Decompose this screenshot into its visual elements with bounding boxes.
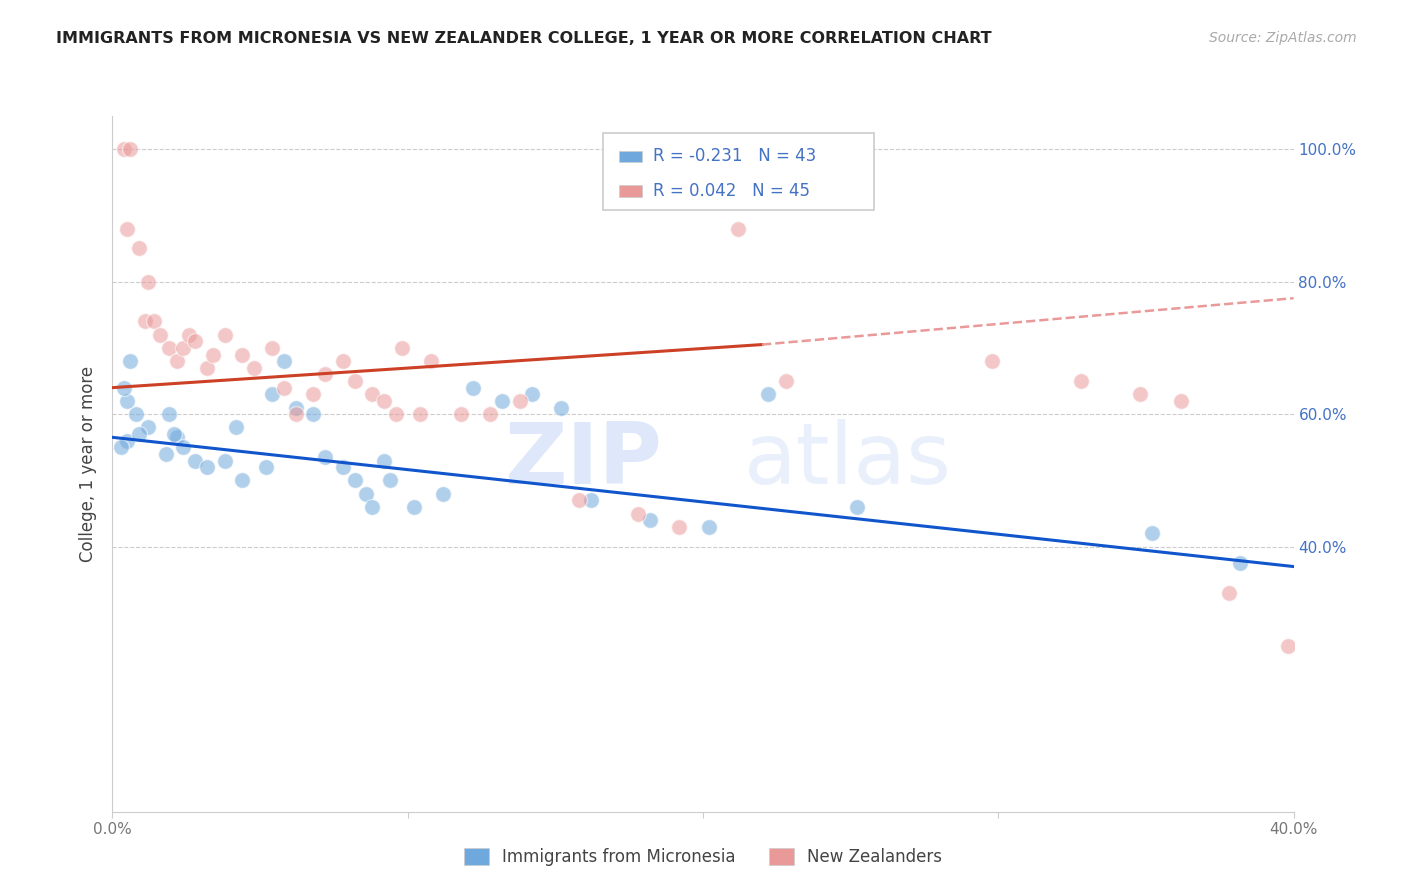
Point bbox=[195, 360, 218, 375]
Point bbox=[128, 427, 150, 442]
Point bbox=[128, 242, 150, 256]
Point bbox=[110, 440, 132, 454]
Point bbox=[391, 341, 413, 355]
Point bbox=[302, 407, 325, 421]
Point bbox=[302, 387, 325, 401]
Point bbox=[378, 474, 401, 488]
Text: Source: ZipAtlas.com: Source: ZipAtlas.com bbox=[1209, 31, 1357, 45]
Point bbox=[225, 420, 247, 434]
Point bbox=[356, 486, 378, 500]
Point bbox=[125, 407, 148, 421]
Point bbox=[385, 407, 408, 421]
Point bbox=[273, 354, 295, 368]
Point bbox=[273, 381, 295, 395]
Point bbox=[1277, 639, 1299, 653]
Point bbox=[184, 334, 207, 349]
Point bbox=[179, 327, 201, 342]
Point bbox=[163, 427, 186, 442]
Point bbox=[420, 354, 443, 368]
Point bbox=[260, 387, 283, 401]
Point bbox=[214, 327, 236, 342]
Point bbox=[149, 327, 172, 342]
Point bbox=[136, 420, 159, 434]
Point bbox=[254, 460, 277, 475]
Point bbox=[627, 507, 650, 521]
Point bbox=[1229, 556, 1251, 570]
Point bbox=[845, 500, 868, 514]
Point bbox=[402, 500, 425, 514]
Text: R = 0.042   N = 45: R = 0.042 N = 45 bbox=[654, 182, 810, 200]
Point bbox=[373, 453, 395, 467]
Y-axis label: College, 1 year or more: College, 1 year or more bbox=[79, 366, 97, 562]
Point bbox=[231, 474, 253, 488]
Point bbox=[343, 374, 366, 388]
Point bbox=[668, 520, 690, 534]
Point bbox=[361, 500, 384, 514]
Point bbox=[157, 341, 180, 355]
Point bbox=[479, 407, 502, 421]
Point bbox=[195, 460, 218, 475]
Text: ZIP: ZIP bbox=[503, 419, 662, 502]
Point bbox=[579, 493, 602, 508]
Point bbox=[166, 430, 188, 444]
Point bbox=[117, 393, 138, 408]
Point bbox=[314, 450, 336, 465]
Point bbox=[343, 474, 366, 488]
Point bbox=[461, 381, 484, 395]
Point bbox=[120, 354, 142, 368]
Point bbox=[284, 401, 307, 415]
Point bbox=[408, 407, 430, 421]
Point bbox=[373, 393, 395, 408]
Text: R = -0.231   N = 43: R = -0.231 N = 43 bbox=[654, 147, 817, 165]
Point bbox=[1140, 526, 1163, 541]
Point bbox=[727, 221, 749, 235]
Point bbox=[134, 314, 156, 328]
Point bbox=[432, 486, 454, 500]
Point bbox=[638, 513, 661, 527]
Point bbox=[260, 341, 283, 355]
Point bbox=[1218, 586, 1240, 600]
Point bbox=[284, 407, 307, 421]
Point bbox=[314, 368, 336, 382]
Point bbox=[568, 493, 591, 508]
Point bbox=[361, 387, 384, 401]
Point bbox=[243, 360, 266, 375]
Point bbox=[1070, 374, 1092, 388]
Point bbox=[756, 387, 779, 401]
Point bbox=[117, 434, 138, 448]
Point bbox=[231, 347, 253, 361]
Point bbox=[550, 401, 572, 415]
Point bbox=[172, 341, 194, 355]
Point bbox=[112, 381, 135, 395]
Point bbox=[120, 142, 142, 156]
Point bbox=[697, 520, 720, 534]
Point bbox=[112, 142, 135, 156]
Point bbox=[142, 314, 165, 328]
Point bbox=[184, 453, 207, 467]
Point bbox=[450, 407, 472, 421]
Point bbox=[214, 453, 236, 467]
Point bbox=[332, 354, 354, 368]
Point bbox=[509, 393, 531, 408]
Point bbox=[201, 347, 224, 361]
Point bbox=[155, 447, 177, 461]
Point bbox=[136, 275, 159, 289]
Point bbox=[172, 440, 194, 454]
Point bbox=[520, 387, 543, 401]
Point bbox=[332, 460, 354, 475]
Point bbox=[166, 354, 188, 368]
Point bbox=[1170, 393, 1192, 408]
Point bbox=[491, 393, 513, 408]
Point bbox=[117, 221, 138, 235]
Legend: Immigrants from Micronesia, New Zealanders: Immigrants from Micronesia, New Zealande… bbox=[457, 841, 949, 873]
Point bbox=[775, 374, 797, 388]
Point bbox=[981, 354, 1004, 368]
Text: IMMIGRANTS FROM MICRONESIA VS NEW ZEALANDER COLLEGE, 1 YEAR OR MORE CORRELATION : IMMIGRANTS FROM MICRONESIA VS NEW ZEALAN… bbox=[56, 31, 991, 46]
Point bbox=[157, 407, 180, 421]
Text: atlas: atlas bbox=[744, 419, 952, 502]
Point bbox=[1129, 387, 1152, 401]
